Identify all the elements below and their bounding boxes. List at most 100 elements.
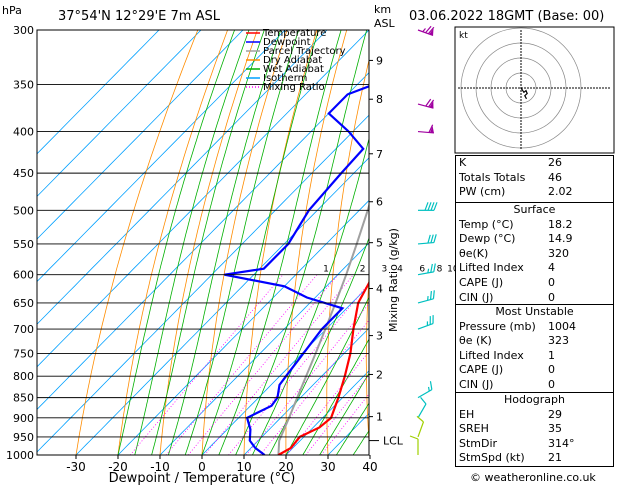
wind-barbs [409,25,438,455]
wind-barb [417,25,435,37]
mixing-ratio-line [320,393,369,455]
stat-row: θe (K) 323 [459,334,569,348]
pressure-tick-label: 400 [13,126,34,139]
legend-entry: Mixing Ratio [263,82,325,93]
surface-panel: Surface Temp (°C) 18.2 Dewp (°C) 14.9 θe(K… [455,202,614,305]
barb-half-flag [427,268,430,274]
hodograph-unit-label: kt [459,31,468,41]
dry-adiabat-line [612,30,629,455]
pressure-tick-label: 1000 [6,449,34,462]
pressure-tick-label: 300 [13,24,34,37]
legend-entry: Temperature [262,28,326,39]
temperature-tick-labels: -30 -20 -10 0 10 20 30 40 [66,455,378,474]
barb-flag [429,291,432,300]
x-tick-label: 30 [320,460,335,474]
wet-adiabat-line [252,137,369,455]
lcl-label: LCL [383,435,404,448]
stat-row: CAPE (J) 0 [459,363,555,377]
pressure-unit-label: hPa [2,4,22,17]
pressure-tick-label: 350 [13,78,34,91]
barb-half-flag [427,296,429,301]
x-tick-label: -10 [150,460,170,474]
barb-flag [433,234,437,243]
height-tick-label: 2 [376,368,383,381]
stat-row: EH 29 [459,407,562,421]
mixing-ratio-axis-label: Mixing Ratio (g/kg) [387,228,400,332]
isotherm-line [37,30,286,283]
height-unit-label-asl: ASL [374,17,396,30]
wind-barb [409,435,419,455]
barb-flag [428,124,434,133]
barb-flag [428,99,435,108]
barb-pennant [429,100,434,109]
pressure-tick-label: 550 [13,238,34,251]
barb-flag [430,263,433,273]
pressure-tick-label: 850 [13,392,34,405]
surface-title: Surface [513,203,556,216]
isotherm-line [37,30,160,155]
barb-flag [416,415,424,423]
stat-row: Lifted Index 4 [459,261,555,275]
x-tick-label: -30 [66,460,86,474]
hodograph: kt [454,26,615,154]
dry-adiabat-line [201,30,288,455]
barb-flag [433,263,436,273]
barb-half-flag [427,386,430,392]
isotherm-line [285,370,369,455]
barb-flag [432,315,434,324]
barb-flag [425,25,432,34]
height-tick-label: 3 [376,330,383,343]
height-unit-label: km [374,3,391,16]
height-tick-label: 8 [376,93,383,106]
mixing-ratio-label: 10 [447,265,459,275]
mixing-ratio-label: 4 [397,265,403,275]
pressure-tick-label: 750 [13,347,34,360]
x-tick-label: 20 [278,460,293,474]
isotherm-line [243,327,369,455]
barb-flag [430,234,434,243]
wind-barb [417,396,427,419]
mixing-ratio-line [305,374,369,455]
barb-half-flag [426,321,429,326]
mixing-ratio-label: 3 [382,265,388,275]
x-tick-label: 0 [198,460,206,474]
legend-entry: Isotherm [263,73,307,84]
barb-staff [417,403,427,419]
stat-row: Lifted Index 1 [459,348,555,362]
temperature-line [277,280,369,455]
barb-flag [420,396,427,405]
x-tick-label: 40 [362,460,377,474]
wind-barb [417,290,435,304]
pressure-tick-label: 900 [13,412,34,425]
dry-adiabat-line [117,30,228,455]
wet-adiabat-line [302,338,369,455]
height-tick-labels: 9 8 7 6 5 4 3 2 1 [369,54,383,442]
hodograph-frame [454,26,615,154]
legend-entry: Dry Adiabat [263,55,322,66]
height-tick-label: 4 [376,283,383,296]
x-axis-label: Dewpoint / Temperature (°C) [109,471,296,486]
barb-pennant [429,125,434,133]
hodograph-stats-title: Hodograph [504,393,565,406]
pressure-tick-label: 650 [13,297,34,310]
wet-adiabat-line [218,30,342,455]
most-unstable-panel: Most Unstable Pressure (mb) 1004 θe (K) 32… [455,304,614,393]
datetime-title: 03.06.2022 18GMT (Base: 00) [409,9,604,24]
pressure-tick-label: 500 [13,204,34,217]
isobars [37,29,369,456]
wet-adiabat-line [336,402,369,455]
location-title: 37°54'N 12°29'E 7m ASL [58,9,221,24]
mixing-ratio-label: 2 [360,265,366,275]
copyright-text: © weatheronline.co.uk [470,471,596,484]
barb-flag [409,435,419,440]
wind-barb [418,202,438,211]
height-tick-label: 9 [376,54,383,67]
stat-row: StmSpd (kt) 21 [459,451,562,465]
stat-row: CIN (J) 0 [459,377,555,391]
stat-row: CIN (J) 0 [459,290,555,304]
mixing-ratio-label: 1 [323,265,329,275]
barb-half-flag [422,28,426,33]
barb-flag [429,381,433,390]
height-tick-label: 6 [376,196,383,209]
